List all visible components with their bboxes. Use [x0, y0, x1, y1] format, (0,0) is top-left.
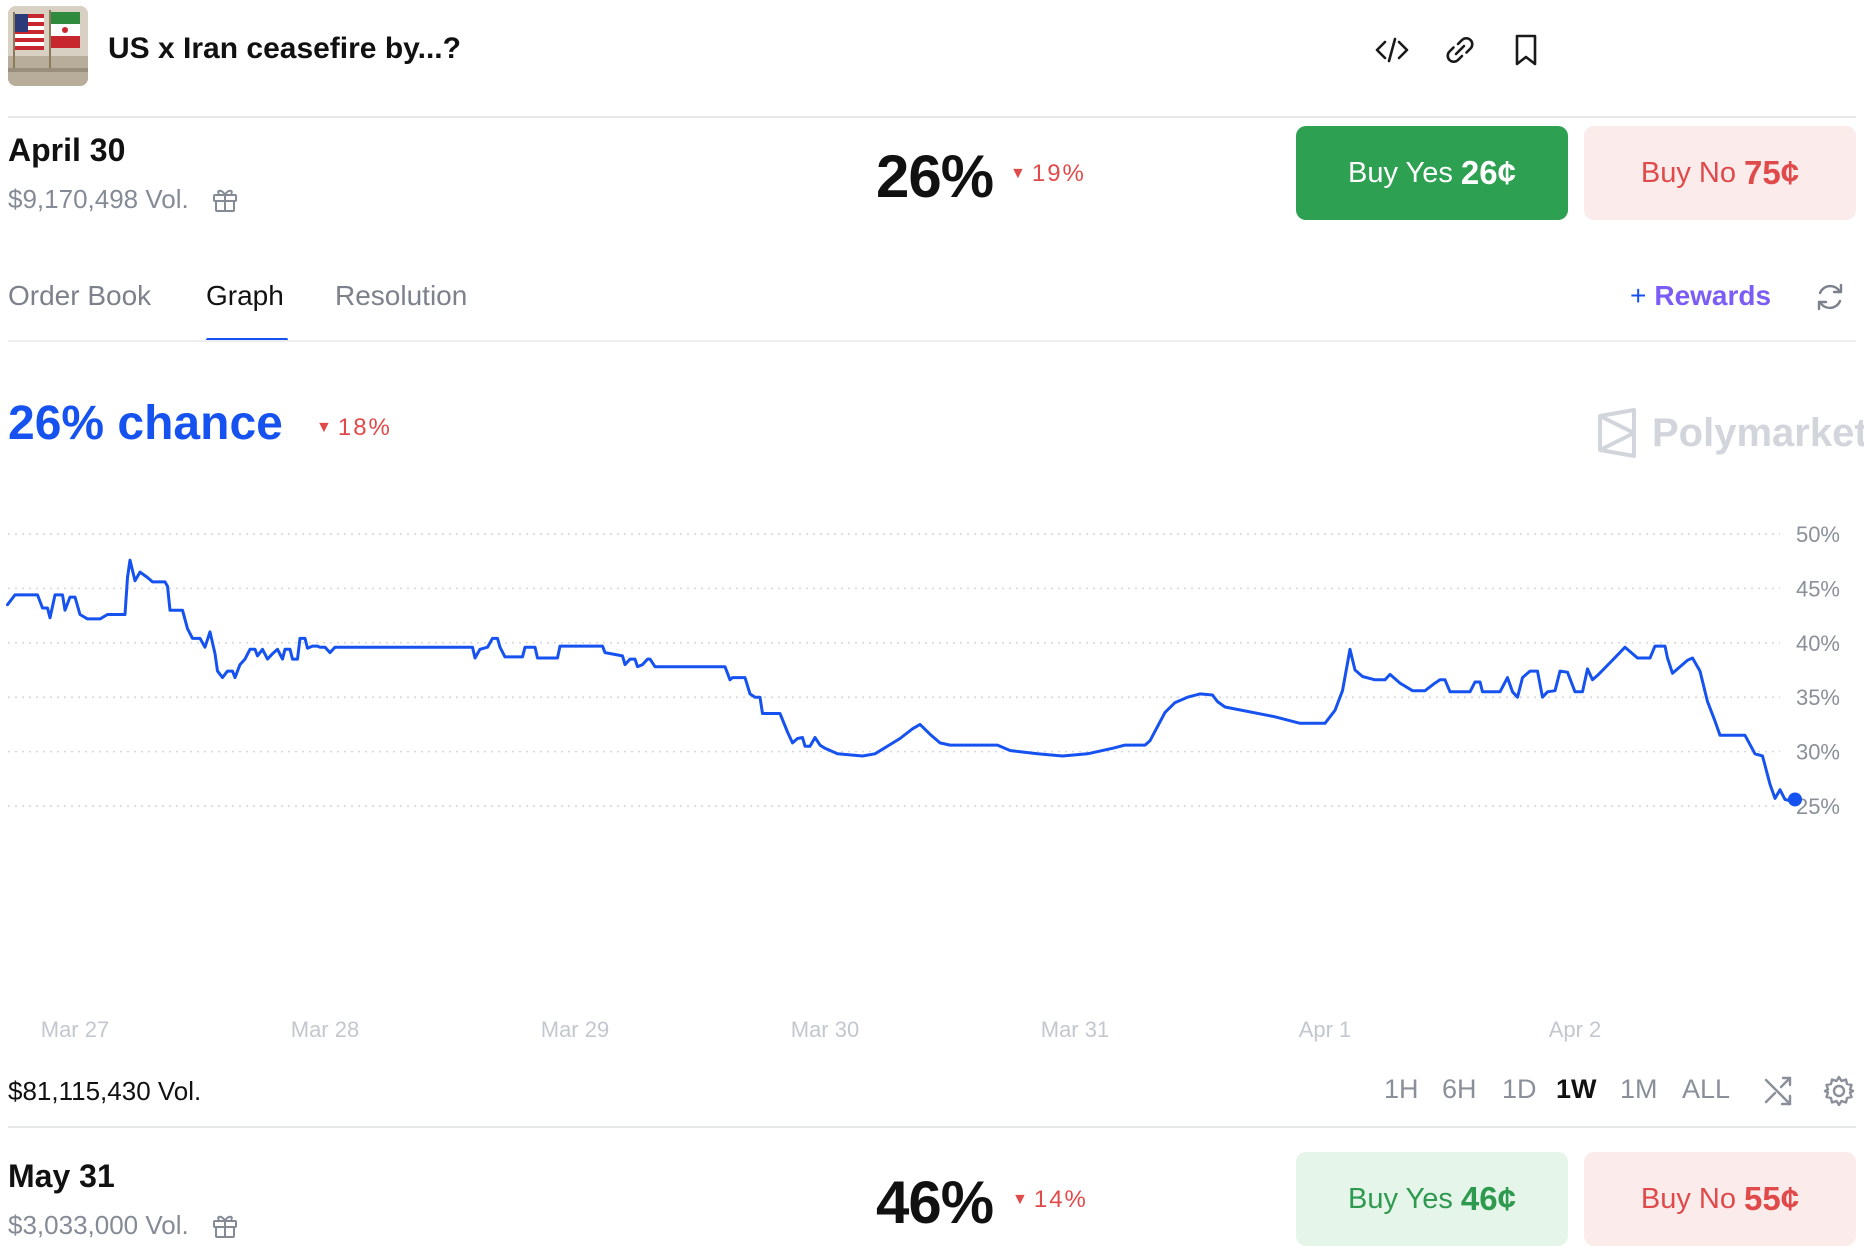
- y-tick-label: 40%: [1796, 631, 1840, 656]
- total-volume: $81,115,430 Vol.: [8, 1076, 202, 1106]
- buy-yes-price: 26¢: [1460, 154, 1516, 191]
- buy-yes-button[interactable]: Buy Yes 26¢: [1296, 126, 1568, 220]
- x-tick-label: Mar 30: [791, 1017, 859, 1042]
- range-1h[interactable]: 1H: [1384, 1074, 1419, 1104]
- rewards-button[interactable]: + Rewards: [1630, 280, 1771, 312]
- tab-order-book[interactable]: Order Book: [8, 280, 152, 311]
- buy-yes-label: Buy Yes: [1348, 156, 1453, 189]
- gift-icon[interactable]: [210, 184, 240, 214]
- rewards-label: Rewards: [1654, 280, 1772, 311]
- bookmark-icon[interactable]: [1506, 30, 1546, 70]
- x-tick-label: Mar 27: [41, 1017, 109, 1042]
- x-tick-label: Mar 28: [291, 1017, 359, 1042]
- price-chart[interactable]: 25% 30% 35% 40% 45% 50% Mar 27 Mar 28 Mar 29 Mar…: [0, 500, 1864, 1060]
- outcome-probability: 46%: [876, 1169, 994, 1236]
- buy-no-button[interactable]: Buy No 75¢: [1584, 126, 1856, 220]
- buy-yes-label: Buy Yes: [1348, 1182, 1453, 1215]
- range-1w[interactable]: 1W: [1556, 1074, 1597, 1104]
- tab-graph[interactable]: Graph: [206, 280, 284, 311]
- down-triangle-icon: ▼: [1010, 165, 1026, 182]
- outcome-volume-text: $3,033,000 Vol.: [8, 1210, 189, 1240]
- down-triangle-icon: ▼: [1012, 1191, 1028, 1208]
- buy-yes-price: 46¢: [1460, 1180, 1516, 1217]
- divider: [8, 1126, 1856, 1128]
- market-title: US x Iran ceasefire by...?: [108, 32, 461, 65]
- tab-resolution[interactable]: Resolution: [335, 280, 468, 311]
- shuffle-icon[interactable]: [1762, 1074, 1796, 1108]
- buy-yes-button[interactable]: Buy Yes 46¢: [1296, 1152, 1568, 1246]
- delta-value: 19%: [1031, 160, 1086, 187]
- plus-icon: +: [1630, 280, 1647, 311]
- probability-delta: ▼ 14%: [1012, 1186, 1088, 1214]
- price-line: [6, 558, 1797, 803]
- outcome-name: April 30: [8, 132, 126, 168]
- x-tick-label: Mar 31: [1041, 1017, 1109, 1042]
- outcome-probability: 26%: [876, 143, 994, 210]
- buy-no-label: Buy No: [1640, 1182, 1737, 1215]
- outcome-volume: $3,033,000 Vol.: [8, 1210, 240, 1241]
- buy-no-price: 55¢: [1744, 1180, 1800, 1217]
- buy-no-price: 75¢: [1744, 154, 1800, 191]
- refresh-icon[interactable]: [1812, 279, 1848, 315]
- range-1d[interactable]: 1D: [1502, 1074, 1537, 1104]
- buy-no-button[interactable]: Buy No 55¢: [1584, 1152, 1856, 1246]
- chance-value: 26% chance: [8, 397, 283, 450]
- brand-name: Polymarket: [1652, 410, 1864, 455]
- outcome-name: May 31: [8, 1158, 115, 1194]
- x-tick-label: Apr 2: [1549, 1017, 1602, 1042]
- gift-icon[interactable]: [210, 1210, 240, 1240]
- market-header: US x Iran ceasefire by...?: [8, 6, 1856, 90]
- y-tick-label: 30%: [1796, 740, 1840, 765]
- polymarket-watermark: Polymarket: [1594, 408, 1864, 458]
- y-tick-label: 45%: [1796, 576, 1840, 601]
- embed-icon[interactable]: [1372, 30, 1412, 70]
- range-6h[interactable]: 6H: [1442, 1074, 1477, 1104]
- probability-delta: ▼ 19%: [1010, 160, 1086, 188]
- divider: [8, 116, 1856, 118]
- link-icon[interactable]: [1440, 30, 1480, 70]
- y-tick-label: 50%: [1796, 522, 1840, 547]
- chance-delta-value: 18%: [337, 414, 392, 441]
- outcome-volume-text: $9,170,498 Vol.: [8, 184, 189, 214]
- range-all[interactable]: ALL: [1682, 1074, 1731, 1104]
- outcome-volume: $9,170,498 Vol.: [8, 184, 240, 215]
- current-price-dot: [1788, 792, 1802, 807]
- range-1m[interactable]: 1M: [1620, 1074, 1658, 1104]
- x-tick-label: Apr 1: [1299, 1017, 1352, 1042]
- polymarket-logo-icon: [1598, 408, 1636, 458]
- delta-value: 14%: [1033, 1186, 1088, 1213]
- buy-no-label: Buy No: [1640, 156, 1737, 189]
- tabs-divider: [8, 340, 1856, 342]
- y-tick-label: 25%: [1796, 794, 1840, 819]
- us-iran-flags-icon[interactable]: [8, 6, 88, 86]
- chance-delta: ▼ 18%: [316, 414, 392, 442]
- x-tick-label: Mar 29: [541, 1017, 609, 1042]
- y-tick-label: 35%: [1796, 685, 1840, 710]
- settings-gear-icon[interactable]: [1822, 1074, 1856, 1108]
- down-triangle-icon: ▼: [316, 419, 332, 436]
